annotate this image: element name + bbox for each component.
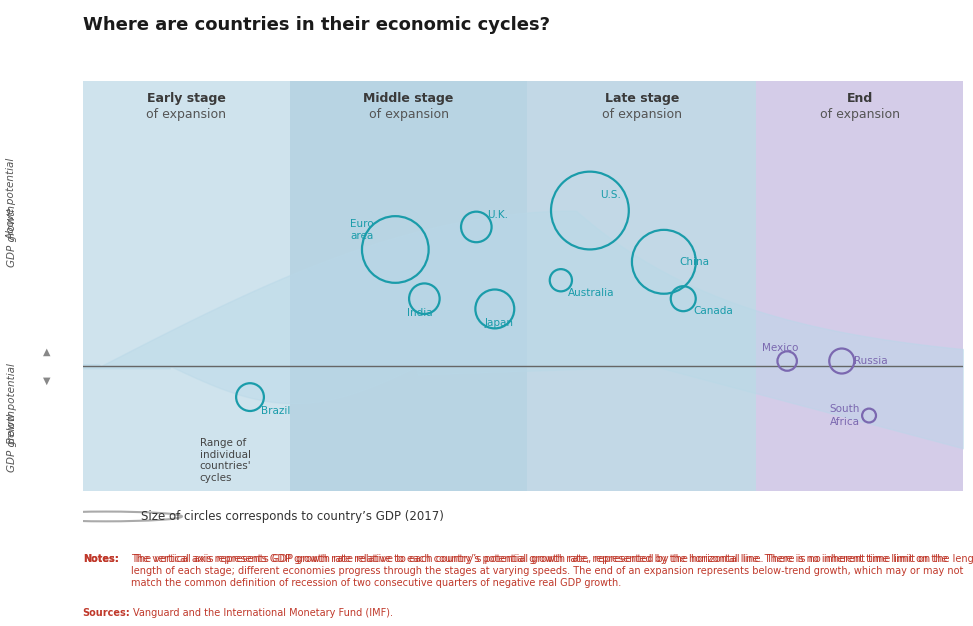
- Point: [387, 245, 403, 255]
- Text: GDP growth: GDP growth: [7, 411, 17, 473]
- Text: GDP growth: GDP growth: [7, 205, 17, 267]
- Text: of expansion: of expansion: [146, 108, 226, 121]
- Point: [861, 411, 877, 421]
- Text: India: India: [407, 308, 433, 318]
- Text: Where are countries in their economic cycles?: Where are countries in their economic cy…: [83, 16, 550, 34]
- Text: China: China: [680, 257, 709, 267]
- Point: [779, 356, 795, 366]
- Text: ▼: ▼: [43, 376, 51, 386]
- Text: ▲: ▲: [43, 347, 51, 357]
- Point: [675, 294, 691, 304]
- Text: Sources:: Sources:: [83, 608, 130, 618]
- Point: [469, 222, 485, 232]
- Text: Canada: Canada: [694, 306, 734, 316]
- Text: South
Africa: South Africa: [830, 404, 860, 427]
- Text: Above potential: Above potential: [7, 158, 17, 240]
- Text: End: End: [847, 91, 873, 105]
- Text: of expansion: of expansion: [820, 108, 900, 121]
- Bar: [83, 81, 290, 491]
- Point: [487, 304, 503, 314]
- Text: U.K.: U.K.: [486, 210, 508, 220]
- Text: Notes:: Notes:: [83, 554, 119, 564]
- Text: Mexico: Mexico: [762, 343, 798, 353]
- Text: Early stage: Early stage: [147, 91, 226, 105]
- Point: [242, 392, 258, 402]
- Point: [834, 356, 849, 366]
- Text: Notes:: Notes:: [83, 555, 119, 565]
- Text: Vanguard and the International Monetary Fund (IMF).: Vanguard and the International Monetary …: [133, 608, 393, 618]
- Text: Late stage: Late stage: [604, 91, 679, 105]
- Text: U.S.: U.S.: [600, 190, 622, 200]
- Point: [416, 294, 432, 304]
- Point: [553, 275, 568, 285]
- Point: [656, 257, 671, 267]
- Text: The vertical axis represents GDP growth rate relative to each country’s potentia: The vertical axis represents GDP growth …: [133, 554, 973, 564]
- Text: Euro
area: Euro area: [349, 219, 374, 241]
- Bar: [290, 81, 527, 491]
- Text: Australia: Australia: [568, 289, 614, 299]
- Text: of expansion: of expansion: [602, 108, 682, 121]
- Bar: [756, 81, 963, 491]
- Text: The vertical axis represents GDP growth rate relative to each country’s potentia: The vertical axis represents GDP growth …: [130, 555, 963, 588]
- Text: Size of circles corresponds to country’s GDP (2017): Size of circles corresponds to country’s…: [141, 510, 444, 523]
- Text: Range of
individual
countries'
cycles: Range of individual countries' cycles: [199, 438, 251, 483]
- Text: Japan: Japan: [485, 318, 514, 328]
- Text: Below potential: Below potential: [7, 364, 17, 444]
- Text: of expansion: of expansion: [369, 108, 449, 121]
- Bar: [527, 81, 756, 491]
- Text: Brazil: Brazil: [261, 406, 290, 416]
- Text: Middle stage: Middle stage: [363, 91, 453, 105]
- Text: Russia: Russia: [854, 356, 887, 366]
- Point: [582, 205, 597, 215]
